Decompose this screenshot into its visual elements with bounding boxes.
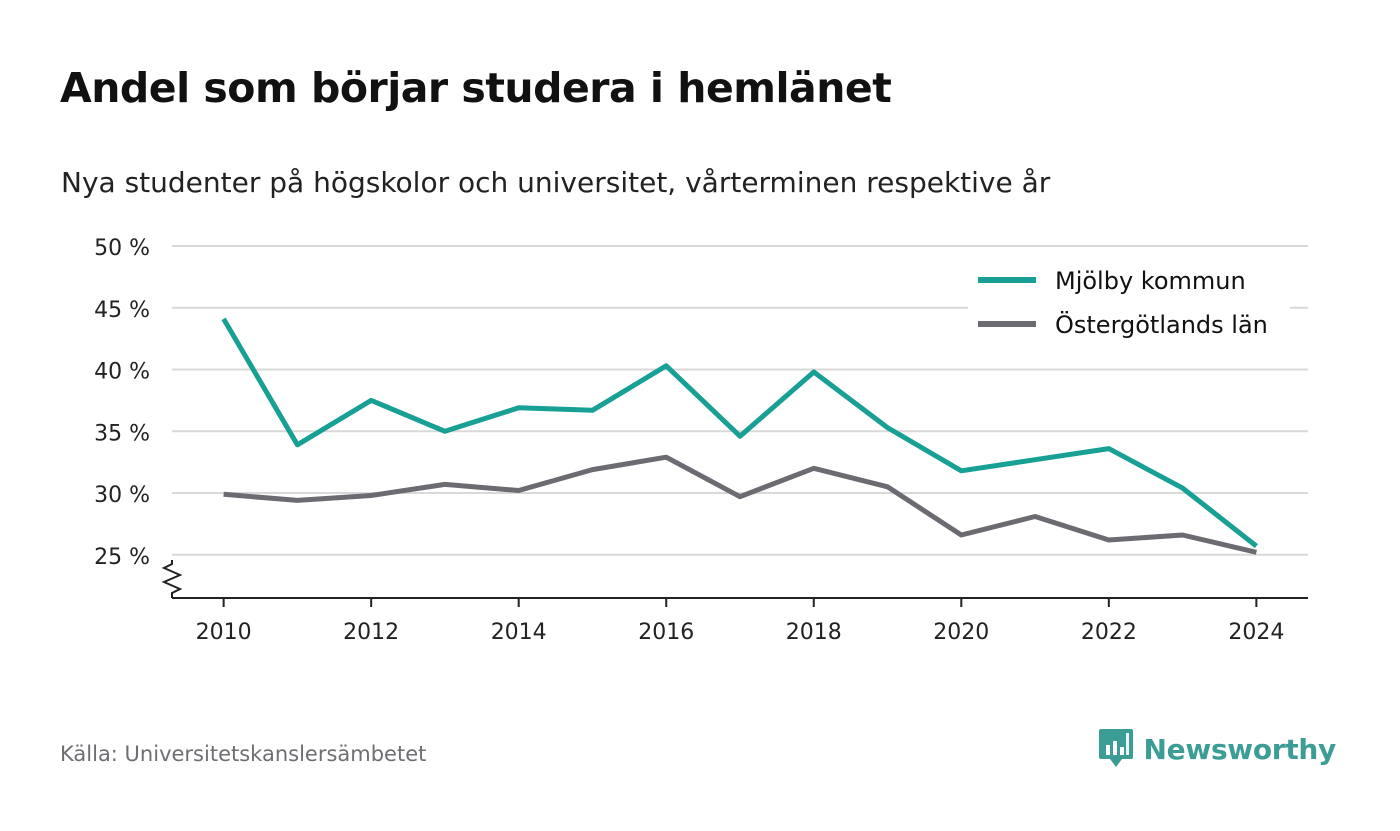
y-tick-label: 45 % [94, 298, 150, 323]
x-tick-label: 2014 [491, 620, 547, 645]
series-line-ostergotland [223, 454, 1257, 555]
x-tick-label: 2010 [196, 620, 252, 645]
legend-label: Mjölby kommun [1055, 267, 1246, 295]
brand-name: Newsworthy [1143, 732, 1337, 766]
y-tick-label: 40 % [94, 360, 150, 385]
x-axis [161, 560, 1308, 599]
x-tick-label: 2022 [1081, 620, 1137, 645]
y-axis-ticks: 25 % 30 % 35 % 40 % 45 % 50 % [94, 236, 150, 570]
y-tick-label: 30 % [94, 483, 150, 508]
y-tick-label: 50 % [94, 236, 150, 261]
chart-subtitle: Nya studenter på högskolor och universit… [61, 166, 1051, 199]
y-axis-break [161, 560, 183, 598]
x-tick-label: 2012 [343, 620, 399, 645]
y-tick-label: 35 % [94, 421, 150, 446]
newsworthy-logo-icon [1098, 729, 1133, 767]
series-lines [221, 317, 1258, 555]
x-axis-ticks: 2010 2012 2014 2016 2018 2020 2022 2024 [196, 598, 1284, 645]
x-tick-label: 2016 [638, 620, 694, 645]
brand-logo: Newsworthy [1098, 727, 1336, 771]
line-chart: 25 %30 %35 %40 %45 %50 % 2010 2012 2014 201… [94, 236, 1308, 645]
x-tick-label: 2024 [1228, 620, 1284, 645]
gridlines [172, 245, 1308, 556]
x-tick-label: 2020 [933, 620, 989, 645]
legend: Mjölby kommun Östergötlands län [968, 258, 1290, 356]
source-note: Källa: Universitetskanslersämbetet [60, 742, 427, 766]
legend-background [968, 258, 1290, 356]
series-line-mjolby [221, 317, 1258, 549]
legend-label: Östergötlands län [1055, 310, 1268, 339]
chart-title: Andel som börjar studera i hemlänet [60, 64, 892, 112]
x-tick-label: 2018 [786, 620, 842, 645]
y-tick-label: 25 % [94, 545, 150, 570]
